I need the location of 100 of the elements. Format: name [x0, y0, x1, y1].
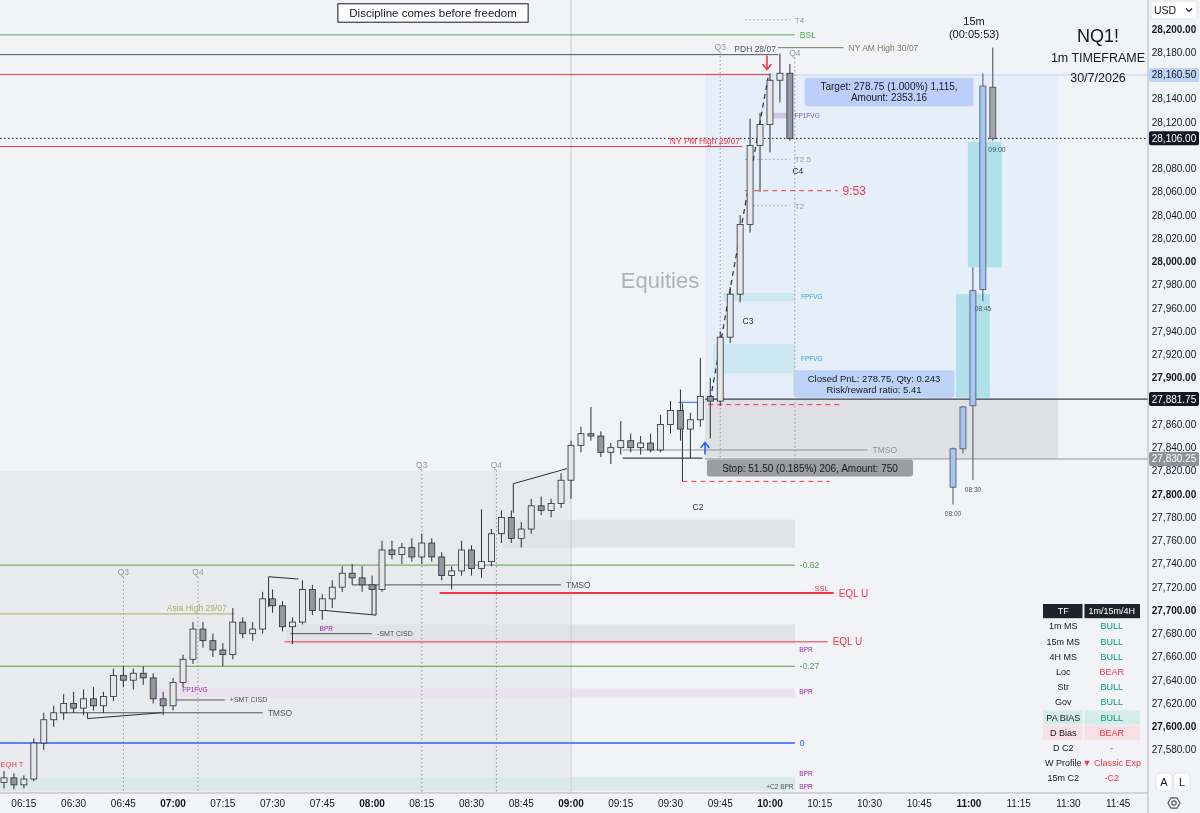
- currency-dropdown: USD: [1150, 0, 1198, 20]
- ref-line-label: Q4: [490, 459, 503, 470]
- series-label: EQL U: [838, 587, 869, 599]
- annotation: -C2: [1104, 773, 1120, 784]
- x-tick-label: 09:30: [657, 797, 684, 809]
- annotation: C2: [692, 501, 704, 512]
- y-tick-label: 27,800.00: [1151, 488, 1197, 500]
- series-label: T2.5: [794, 155, 812, 165]
- annotation: Discipline comes before freedom: [349, 7, 517, 20]
- series-label: BSL: [799, 29, 817, 40]
- series-label: -0.27: [799, 661, 820, 672]
- y-tick-label: 28,200.00: [1151, 23, 1197, 35]
- annotation: D C2: [1052, 743, 1074, 754]
- x-tick-label: 10:15: [807, 797, 833, 809]
- annotation: W Profile: [1044, 758, 1082, 769]
- x-tick-label: 07:30: [260, 797, 286, 809]
- y-tick-label: 28,000.00: [1151, 256, 1197, 268]
- y-tick-label: 27,760.00: [1151, 535, 1197, 547]
- series-label: -0.62: [799, 560, 820, 571]
- x-tick-label: 07:15: [210, 797, 236, 809]
- x-tick-label: 08:30: [459, 797, 485, 809]
- y-tick-label: 27,680.00: [1151, 628, 1197, 640]
- x-tick-label: 08:00: [359, 797, 386, 809]
- x-tick-label: 06:45: [110, 797, 137, 809]
- annotation: 1m MS: [1048, 621, 1078, 632]
- auto-scale-button: A: [1155, 772, 1173, 792]
- annotation: 15m C2: [1047, 773, 1080, 784]
- band-label: Stop: 51.50 (0.185%) 206, Amount: 750: [722, 462, 899, 474]
- x-tick-label: 08:15: [409, 797, 435, 809]
- annotation: Equities: [620, 267, 700, 293]
- annotation: Loc: [1055, 667, 1071, 678]
- y-tick-label: 28,180.00: [1151, 46, 1197, 58]
- y-tick-label: 27,820.00: [1151, 465, 1197, 477]
- x-tick-label: 10:30: [856, 797, 883, 809]
- annotation: BULL: [1100, 697, 1124, 708]
- x-tick-label: 09:15: [608, 797, 634, 809]
- x-tick-label: 11:00: [956, 797, 982, 809]
- series-label: Asia High 29/07: [166, 602, 228, 613]
- x-tick-label: 10:00: [757, 797, 784, 809]
- y-tick-label: 28,020.00: [1151, 232, 1197, 244]
- annotation: Closed PnL: 278.75, Qty: 0.243 Risk/reward ratio: 5.41: [807, 372, 941, 395]
- annotation: D Bias: [1049, 727, 1077, 738]
- y-tick-label: 27,860.00: [1151, 418, 1197, 430]
- y-tick-label: 27,640.00: [1151, 674, 1197, 686]
- x-tick-label: 11:30: [1056, 797, 1081, 809]
- y-tick-label: 27,980.00: [1151, 279, 1197, 291]
- series-label: PDH 28/07: [734, 43, 777, 54]
- y-tick-label: 27,600.00: [1151, 721, 1197, 733]
- series-label: 0: [799, 737, 805, 748]
- x-tick-label: 06:15: [11, 797, 37, 809]
- annotation: ▼ Classic Exp: [1082, 758, 1141, 769]
- ref-line-label: Q4: [789, 47, 801, 58]
- y-tick-label: 27,720.00: [1151, 581, 1197, 593]
- annotation: TF: [1057, 606, 1070, 617]
- annotation: BULL: [1100, 651, 1124, 662]
- annotation: Gov: [1054, 697, 1072, 708]
- y-tick-label: 27,660.00: [1151, 651, 1197, 663]
- x-tick-label: 10:45: [906, 797, 933, 809]
- note-box: Discipline comes before freedom: [337, 3, 529, 23]
- x-tick-label: 08:45: [508, 797, 535, 809]
- annotation: Str: [1057, 682, 1070, 693]
- text: 1m TIMEFRAME: [1050, 51, 1146, 66]
- annotation: BULL: [1100, 712, 1124, 723]
- y-tick-label: 28,040.00: [1151, 209, 1197, 221]
- annotation: BEAR: [1099, 667, 1125, 678]
- annotation: 1m/15m/4H: [1088, 606, 1136, 617]
- series-label: TMSO: [566, 579, 592, 590]
- ref-line-label: Q3: [416, 459, 428, 470]
- y-tick-label: 27,940.00: [1151, 325, 1197, 337]
- series-label: TMSO: [267, 707, 293, 718]
- ref-line-label: Q3: [117, 566, 130, 577]
- x-tick-label: 07:00: [160, 797, 187, 809]
- annotation: C3: [742, 315, 754, 326]
- y-tick-label: 28,080.00: [1151, 163, 1197, 175]
- y-tick-label: 27,620.00: [1151, 697, 1197, 709]
- annotation: (00:05:53): [948, 27, 1000, 40]
- series-label: TMSO: [872, 444, 898, 455]
- annotation: BULL: [1100, 636, 1124, 647]
- annotation: BULL: [1100, 682, 1124, 693]
- y-tick-label: 27,900.00: [1151, 372, 1197, 384]
- x-tick-label: 09:00: [558, 797, 585, 809]
- series-label: NY AM High 30/07: [848, 42, 919, 53]
- series-label: 9:53: [842, 183, 867, 198]
- y-tick-label: 27,740.00: [1151, 558, 1197, 570]
- y-tick-label: 27,840.00: [1151, 442, 1197, 454]
- y-tick-label: 27,920.00: [1151, 349, 1197, 361]
- text: NQ1!: [1076, 26, 1120, 47]
- y-tick-label: 27,780.00: [1151, 511, 1197, 523]
- x-tick-label: 11:15: [1006, 797, 1032, 809]
- annotation: BULL: [1100, 621, 1124, 632]
- x-tick-label: 09:45: [707, 797, 734, 809]
- y-tick-label: 27,580.00: [1151, 744, 1197, 756]
- y-tick-label: 28,140.00: [1151, 93, 1197, 105]
- x-tick-label: 06:30: [61, 797, 87, 809]
- ref-line-label: Q3: [714, 41, 727, 52]
- series-label: NY PM High 29/07: [669, 135, 741, 146]
- ref-line-label: Q4: [192, 566, 204, 577]
- x-tick-label: 11:45: [1106, 797, 1131, 809]
- annotation: BEAR: [1099, 727, 1125, 738]
- band-label: Target: 278.75 (1.000%) 1,115, Amount: 2353.16: [820, 80, 958, 104]
